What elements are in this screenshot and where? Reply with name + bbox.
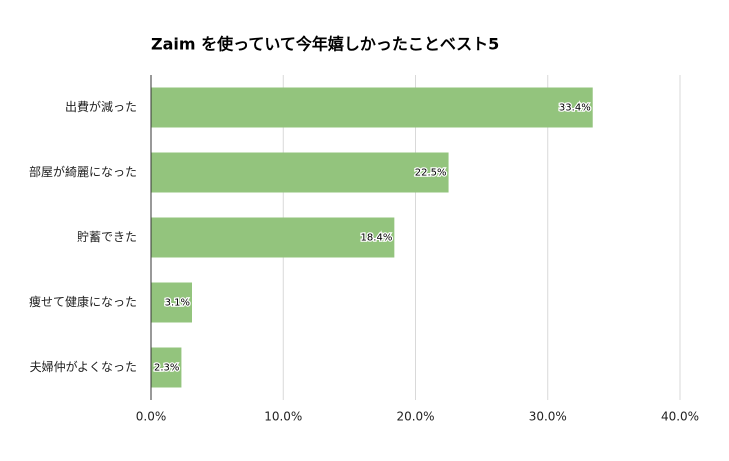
chart-title: Zaim を使っていて今年嬉しかったことベスト5 [151,35,499,54]
x-tick-label: 0.0% [136,410,167,424]
y-tick-label: 夫婦仲がよくなった [30,359,137,374]
value-label: 2.3% [154,363,179,374]
value-label: 3.1% [165,298,190,309]
bar [151,282,192,323]
bar [151,152,449,193]
x-tick-label: 30.0% [529,410,567,424]
value-label: 18.4% [361,233,393,244]
bar [151,217,395,258]
x-tick-label: 10.0% [264,410,302,424]
y-tick-label: 部屋が綺麗になった [29,164,137,179]
y-tick-label: 痩せて健康になった [29,294,137,309]
value-label: 22.5% [415,168,447,179]
bar [151,87,593,128]
y-tick-label: 出費が減った [65,99,137,114]
value-label: 33.4% [559,103,591,114]
y-tick-label: 貯蓄できた [77,230,137,244]
bar [151,347,182,388]
x-tick-label: 40.0% [661,410,699,424]
x-tick-label: 20.0% [396,410,434,424]
